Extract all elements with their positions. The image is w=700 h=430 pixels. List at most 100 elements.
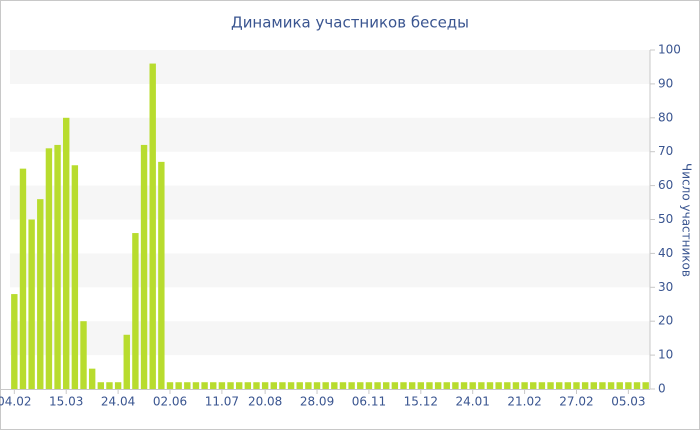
bar [313,382,321,389]
bar [530,382,537,389]
y-tick-label: 60 [658,178,673,192]
bar [166,382,174,389]
bar [452,382,459,389]
x-tick-label: 04.02 [0,395,32,409]
grid-band [10,253,650,288]
y-tick-label: 40 [658,246,673,260]
bar [599,382,606,389]
bar [400,382,407,389]
bar [564,382,572,389]
bar [28,219,35,389]
bar [374,382,381,389]
bar [521,382,528,389]
grid-band [10,321,650,356]
bar [279,382,286,389]
x-tick-label: 05.03 [611,395,645,409]
bar [581,382,589,389]
bar [633,382,641,389]
x-tick-label: 02.06 [153,395,187,409]
x-tick-label: 15.12 [404,395,438,409]
bar [391,382,399,389]
bar [261,382,269,389]
y-tick-label: 70 [658,144,673,158]
bar [45,148,53,389]
x-tick-label: 28.09 [300,395,334,409]
bar [357,382,364,389]
bar [469,382,476,389]
bar [512,382,520,389]
bar [642,382,649,389]
bar [227,382,234,389]
bar [573,382,580,389]
bar [322,382,329,389]
bar [408,382,416,389]
bar [149,63,156,390]
y-tick-label: 10 [658,348,673,362]
bar [625,382,632,389]
bar [140,144,148,389]
bar [287,382,295,389]
bar [296,382,303,389]
y-tick-label: 20 [658,314,673,328]
bar [253,382,260,389]
x-tick-label: 20.08 [248,395,282,409]
bar [383,382,390,389]
y-tick-label: 50 [658,212,673,226]
bar [486,382,494,389]
bar [495,382,502,389]
grid-band [10,117,650,152]
x-tick-label: 21.02 [507,395,541,409]
bar [71,165,79,389]
bar [106,382,113,389]
y-axis-label: Число участников [680,163,694,277]
bar [607,382,615,389]
bar [547,382,554,389]
bar [123,334,130,389]
bar [244,382,252,389]
bar [434,382,442,389]
bar [590,382,597,389]
bar [555,382,563,389]
bar [218,382,226,389]
bar [114,382,122,389]
bar [97,382,105,389]
bar [504,382,511,389]
bar [365,382,373,389]
grid-band [10,185,650,220]
bar [270,382,277,389]
bar [158,161,165,389]
bar [616,382,623,389]
bar [19,168,27,389]
x-tick-label: 11.07 [205,395,239,409]
bar [538,382,546,389]
x-tick-label: 27.02 [559,395,593,409]
y-tick-label: 30 [658,280,673,294]
bar [88,368,96,389]
bar [339,382,347,389]
y-tick-label: 90 [658,76,673,90]
bar [426,382,433,389]
bar [37,199,44,389]
x-tick-label: 15.03 [49,395,83,409]
bar [331,382,338,389]
bar [417,382,425,389]
grid-band [10,50,650,84]
x-tick-label: 24.01 [456,395,490,409]
y-tick-label: 0 [658,382,666,396]
bar [54,144,61,389]
bar [235,382,243,389]
bar [478,382,485,389]
bar [210,382,217,389]
bar [175,382,182,389]
x-tick-label: 24.04 [101,395,135,409]
x-tick-label: 06.11 [352,395,386,409]
y-tick-label: 80 [658,110,673,124]
chart-title: Динамика участников беседы [231,14,469,32]
bar [80,321,87,389]
bar [132,233,139,389]
bar [305,382,312,389]
bar [460,382,468,389]
bar [11,294,18,389]
bar [192,382,200,389]
